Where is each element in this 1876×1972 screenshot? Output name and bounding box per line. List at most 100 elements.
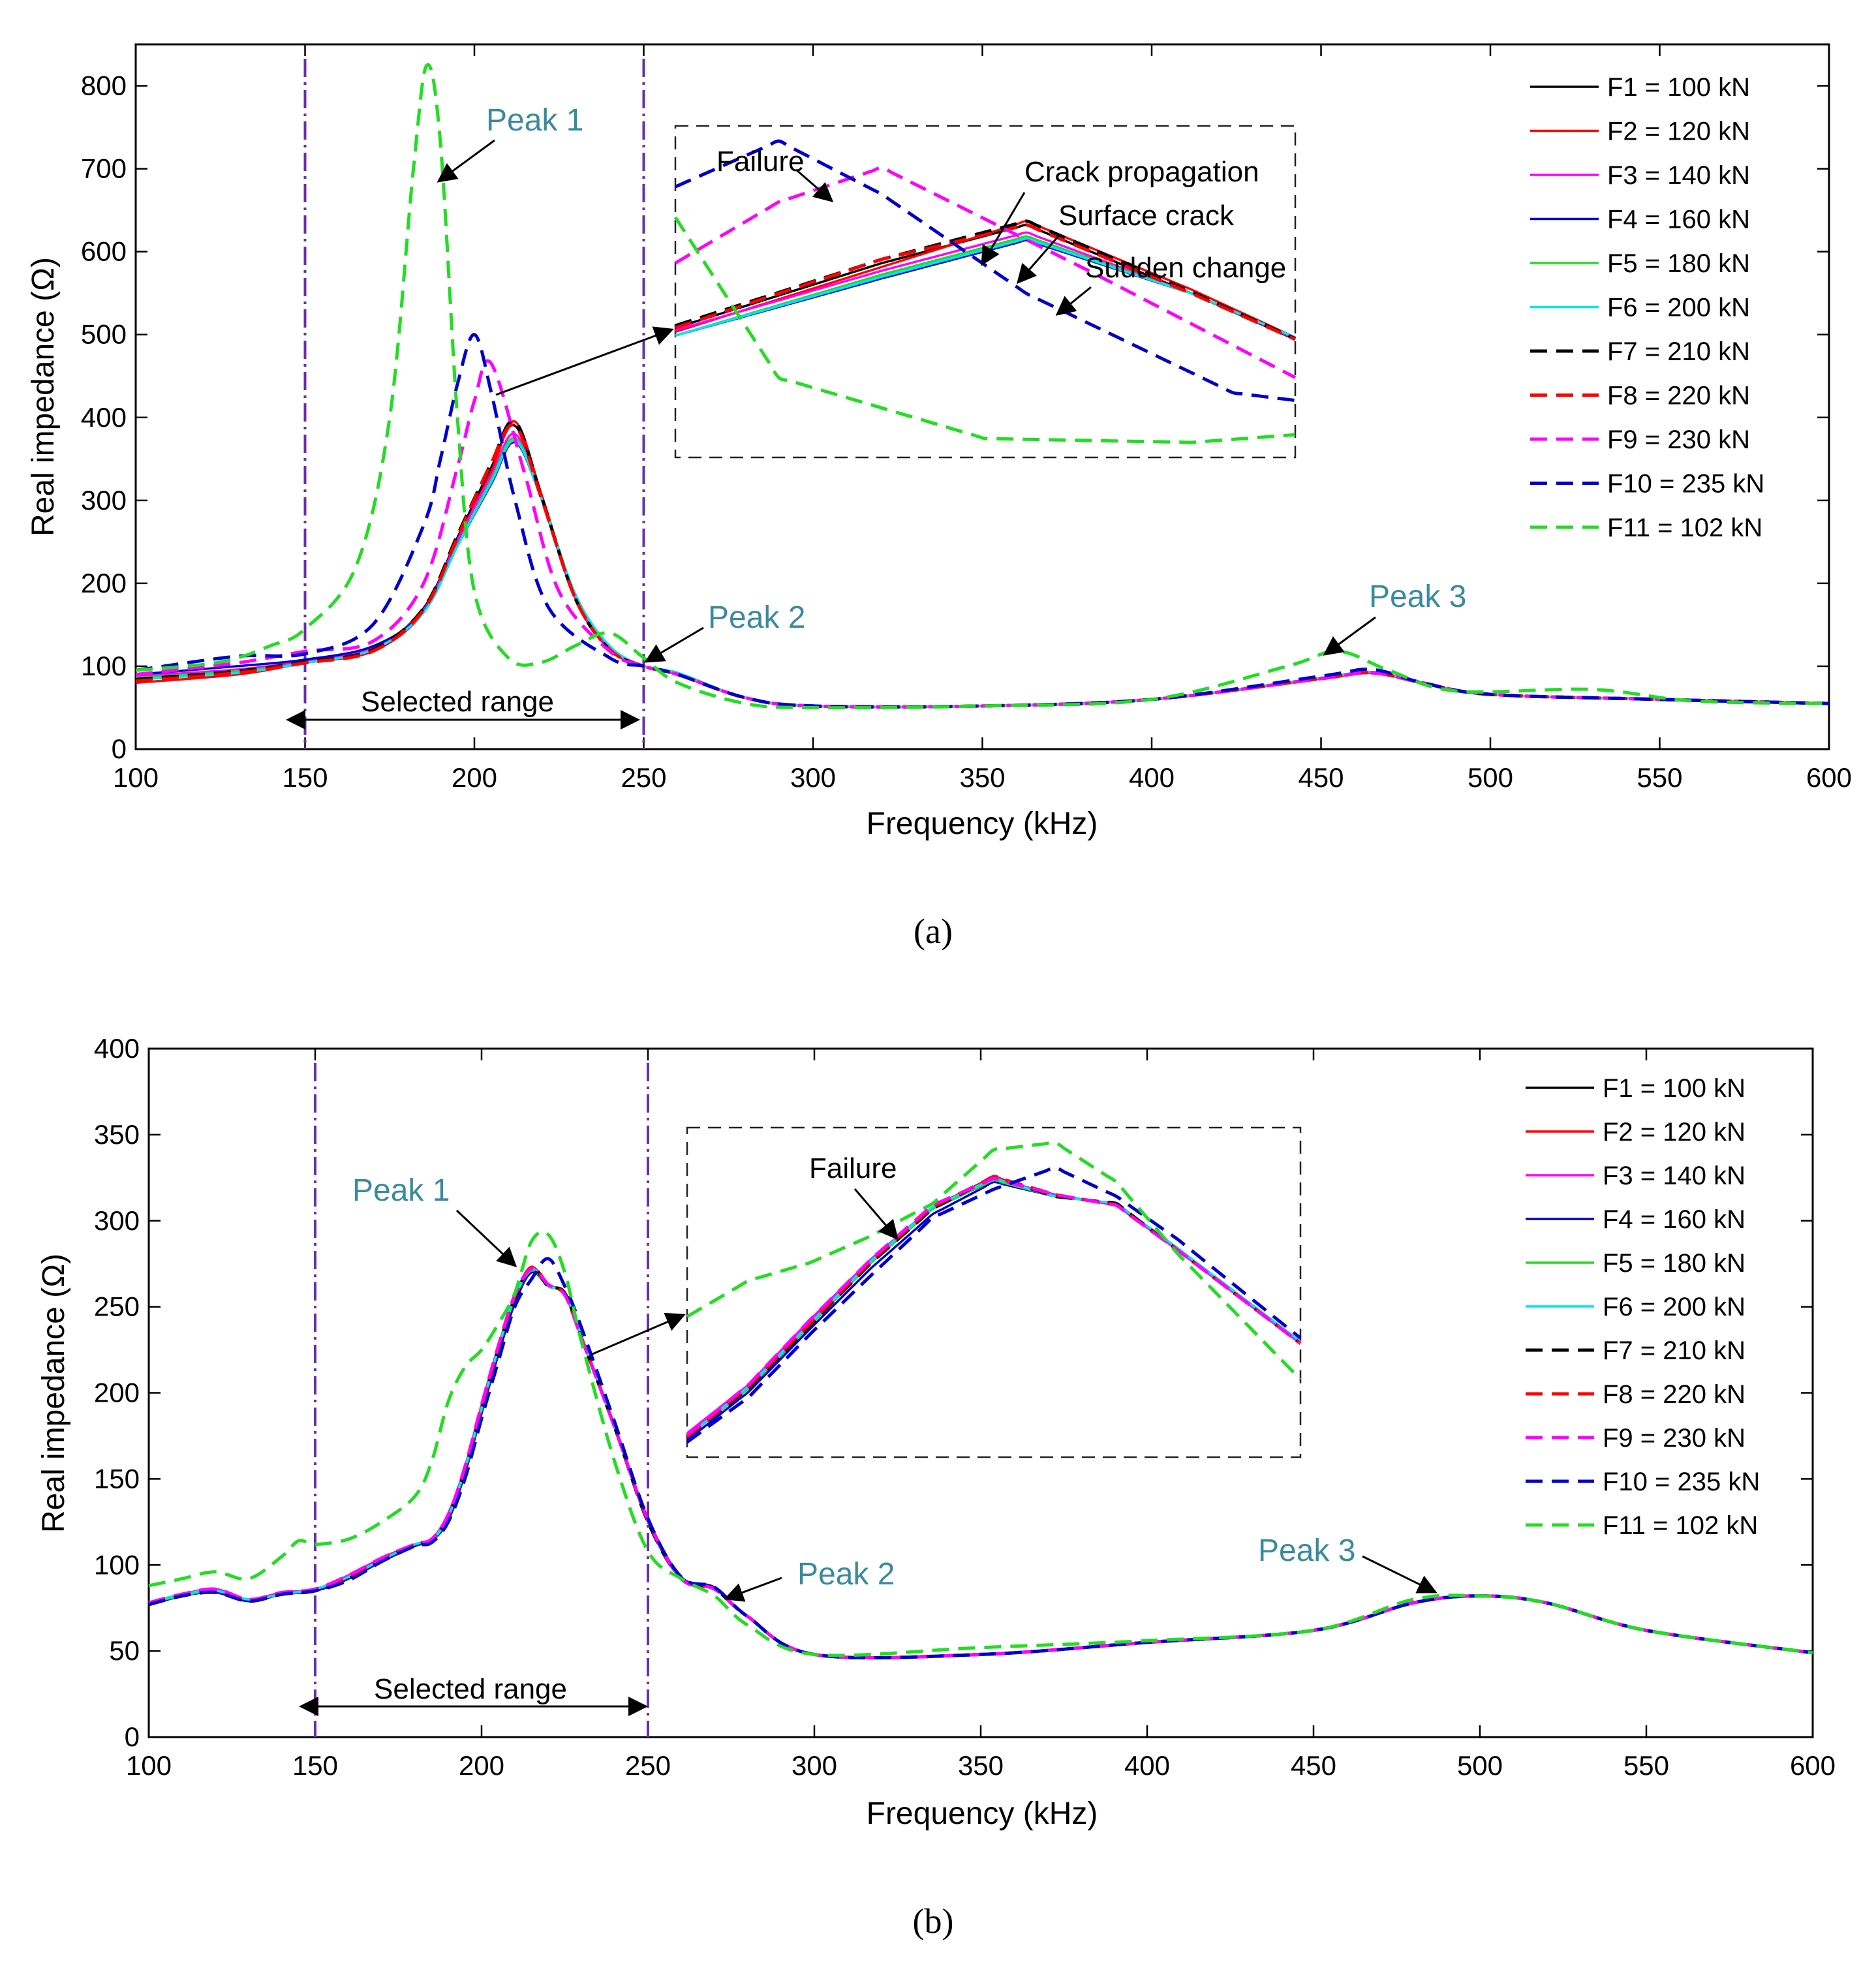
inset-line-f11: [686, 1141, 1302, 1381]
inset-line-f7: [686, 1175, 1302, 1438]
inset-frame-b: [686, 1126, 1302, 1458]
x-tick-label: 450: [1291, 1750, 1336, 1781]
x-tick-label: 300: [792, 1750, 837, 1781]
legend-label: F8 = 220 kN: [1607, 382, 1750, 410]
y-tick-label: 700: [81, 153, 127, 184]
peak1-label-a: Peak 1: [486, 103, 583, 138]
x-tick-label: 250: [625, 1750, 671, 1781]
selected-range-lines-b: [314, 1063, 649, 1737]
series-line-f9: [148, 1267, 1813, 1659]
y-tick-label: 250: [94, 1291, 140, 1322]
x-tick-label: 300: [790, 762, 836, 793]
inset-zoom-b: [686, 1126, 1302, 1458]
inset-line-f11: [673, 216, 1296, 444]
sudden-change-label-a: Sudden change: [1085, 252, 1286, 284]
crack-propagation-label-a: Crack propagation: [1024, 156, 1259, 188]
legend-label: F9 = 230 kN: [1603, 1424, 1745, 1453]
series-line-f9: [135, 359, 1830, 709]
failure-arrow-b: [853, 1188, 899, 1240]
peak2-label-b: Peak 2: [797, 1557, 895, 1592]
peak3-label-b: Peak 3: [1258, 1533, 1355, 1568]
y-tick-label: 0: [125, 1721, 140, 1752]
inset-line-f6: [686, 1177, 1302, 1438]
series-line-f10: [148, 1257, 1813, 1659]
surface-crack-label-a: Surface crack: [1058, 200, 1235, 232]
sudden-change-arrow-a: [1055, 286, 1092, 316]
series-line-f3: [148, 1267, 1813, 1659]
legend-label: F3 = 140 kN: [1607, 161, 1750, 190]
inset-series-b: [686, 1141, 1302, 1444]
x-tick-label: 100: [126, 1750, 172, 1781]
failure-arrow-a: [795, 168, 834, 202]
x-tick-label: 500: [1457, 1750, 1503, 1781]
failure-label-b: Failure: [809, 1152, 897, 1184]
inset-frame-a: [674, 125, 1297, 459]
inset-line-f8: [675, 223, 1297, 341]
x-tick-label: 600: [1790, 1750, 1836, 1781]
selected-range-lines-a: [303, 59, 645, 749]
y-tick-label: 800: [81, 70, 127, 101]
y-tick-label: 350: [94, 1119, 140, 1150]
series-line-f4: [148, 1271, 1813, 1659]
x-tick-label: 450: [1298, 762, 1344, 793]
legend-b: F1 = 100 kN F2 = 120 kN F3 = 140 kN F4 = 16…: [1526, 1074, 1760, 1540]
inset-line-f9: [686, 1177, 1302, 1436]
y-tick-label: 150: [94, 1463, 140, 1494]
legend-label: F2 = 120 kN: [1603, 1118, 1745, 1147]
legend-label: F7 = 210 kN: [1607, 337, 1750, 366]
inset-line-f1: [686, 1177, 1302, 1438]
zoom-arrow-a: [495, 326, 674, 396]
legend-label: F10 = 235 kN: [1603, 1468, 1760, 1496]
chart-b: 100 150 200 250 300 350 400 450 500 550 600 0 50 100 1…: [37, 1033, 1836, 1941]
legend-label: F11 = 102 kN: [1603, 1511, 1758, 1540]
series-line-f5: [135, 437, 1830, 709]
axis-ticks-b: 100 150 200 250 300 350 400 450 500 550 600 0 50 100 1…: [94, 1033, 1836, 1781]
failure-label-a: Failure: [716, 146, 805, 177]
peak1-label-b: Peak 1: [352, 1173, 450, 1208]
legend-label: F4 = 160 kN: [1603, 1205, 1745, 1234]
series-line-f3: [135, 432, 1830, 709]
x-tick-label: 150: [292, 1750, 338, 1781]
y-axis-label-b: Real impedance (Ω): [37, 1254, 71, 1533]
series-group-a: [135, 63, 1830, 710]
peak3-label-a: Peak 3: [1369, 579, 1466, 614]
y-tick-label: 50: [109, 1635, 140, 1666]
x-tick-label: 200: [459, 1750, 504, 1781]
caption-b: (b): [913, 1902, 954, 1941]
y-tick-label: 400: [94, 1033, 140, 1064]
y-axis-label-a: Real impedance (Ω): [26, 257, 61, 536]
peak2-arrow-a: [644, 626, 704, 663]
x-tick-label: 400: [1124, 1750, 1170, 1781]
legend-label: F2 = 120 kN: [1607, 117, 1750, 146]
legend-label: F8 = 220 kN: [1603, 1380, 1745, 1409]
series-line-f8: [135, 423, 1830, 709]
selected-range-label-b: Selected range: [374, 1673, 567, 1705]
x-tick-label: 550: [1623, 1750, 1669, 1781]
y-tick-label: 0: [112, 733, 127, 764]
inset-line-f2: [686, 1175, 1302, 1438]
y-tick-label: 600: [81, 236, 127, 267]
x-tick-label: 550: [1637, 762, 1682, 793]
series-line-f1: [148, 1267, 1813, 1659]
selected-range-label-a: Selected range: [361, 686, 554, 718]
x-tick-label: 150: [282, 762, 328, 793]
legend-label: F11 = 102 kN: [1607, 514, 1762, 542]
series-line-f2: [135, 420, 1830, 709]
series-line-f8: [148, 1265, 1813, 1659]
inset-series-a: [673, 139, 1297, 444]
x-tick-label: 350: [958, 1750, 1004, 1781]
series-line-f2: [148, 1266, 1813, 1659]
peak3-arrow-a: [1323, 616, 1376, 656]
series-line-f10: [135, 333, 1830, 709]
crack-propagation-arrow-a: [981, 192, 1026, 266]
x-tick-label: 500: [1468, 762, 1513, 793]
zoom-arrow-b: [592, 1312, 686, 1355]
x-axis-label-a: Frequency (kHz): [867, 807, 1098, 841]
axis-ticks-a: 100 150 200 250 300 350 400 450 500 550 6000100200…: [81, 44, 1852, 793]
x-axis-label-b: Frequency (kHz): [867, 1796, 1098, 1831]
peak1-arrow-b: [455, 1209, 517, 1268]
x-tick-label: 350: [959, 762, 1005, 793]
peak1-arrow-a: [437, 139, 495, 183]
y-tick-label: 400: [81, 402, 127, 433]
